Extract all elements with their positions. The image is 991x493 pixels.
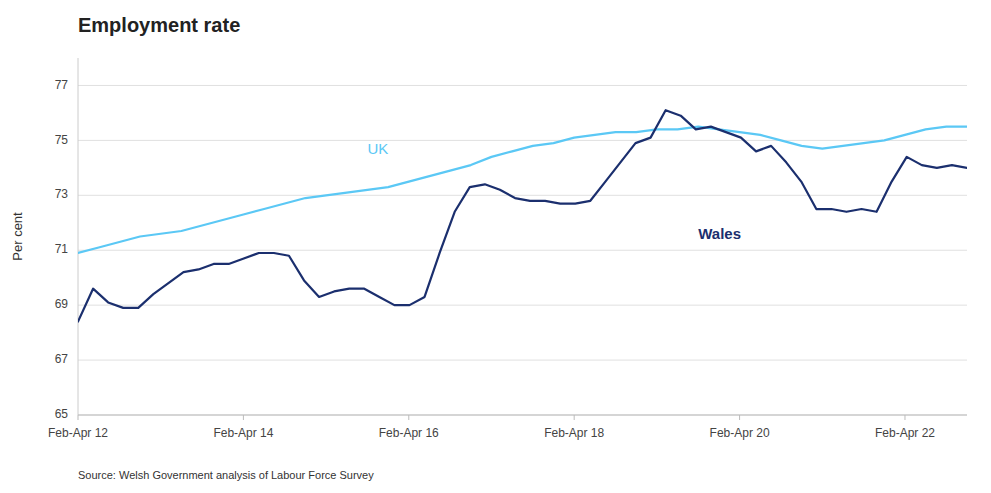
grid-line bbox=[78, 85, 967, 86]
grid-line bbox=[78, 140, 967, 141]
y-tick-label: 77 bbox=[55, 78, 69, 92]
series-line bbox=[78, 127, 967, 253]
plot-area bbox=[78, 110, 967, 321]
x-tick-label: Feb-Apr 14 bbox=[213, 426, 273, 440]
x-tick-label: Feb-Apr 22 bbox=[875, 426, 935, 440]
x-tick bbox=[904, 415, 905, 420]
y-axis-label: Per cent bbox=[10, 212, 25, 261]
x-tick bbox=[78, 415, 79, 420]
y-axis: 65 67 69 71 73 75 77 bbox=[55, 58, 967, 421]
chart: Employment rate 65 67 69 71 73 75 77 Per cent Feb… bbox=[0, 0, 991, 493]
x-axis-line bbox=[78, 415, 967, 416]
y-tick-label: 67 bbox=[55, 352, 69, 366]
y-tick-label: 71 bbox=[55, 242, 69, 256]
background bbox=[0, 0, 991, 493]
series-line bbox=[78, 110, 967, 321]
grid-line bbox=[78, 415, 967, 416]
y-axis-line bbox=[78, 58, 79, 415]
x-tick-label: Feb-Apr 18 bbox=[544, 426, 604, 440]
x-tick bbox=[408, 415, 409, 420]
source-note: Source: Welsh Government analysis of Lab… bbox=[78, 469, 374, 481]
y-tick-label: 75 bbox=[55, 133, 69, 147]
x-tick-label: Feb-Apr 12 bbox=[48, 426, 108, 440]
x-tick bbox=[243, 415, 244, 420]
x-tick-label: Feb-Apr 20 bbox=[710, 426, 770, 440]
grid-line bbox=[78, 360, 967, 361]
y-tick-label: 69 bbox=[55, 297, 69, 311]
grid-line bbox=[78, 195, 967, 196]
grid-line bbox=[78, 305, 967, 306]
annotation: Wales bbox=[698, 225, 741, 242]
x-tick bbox=[739, 415, 740, 420]
x-tick-label: Feb-Apr 16 bbox=[379, 426, 439, 440]
y-tick-label: 73 bbox=[55, 187, 69, 201]
y-tick-label: 65 bbox=[55, 407, 69, 421]
grid-line bbox=[78, 250, 967, 251]
annotation: UK bbox=[367, 140, 388, 157]
title: Employment rate bbox=[78, 14, 240, 36]
x-tick bbox=[574, 415, 575, 420]
x-axis: Feb-Apr 12 Feb-Apr 14 Feb-Apr 16 Feb-Apr 18… bbox=[48, 415, 967, 440]
